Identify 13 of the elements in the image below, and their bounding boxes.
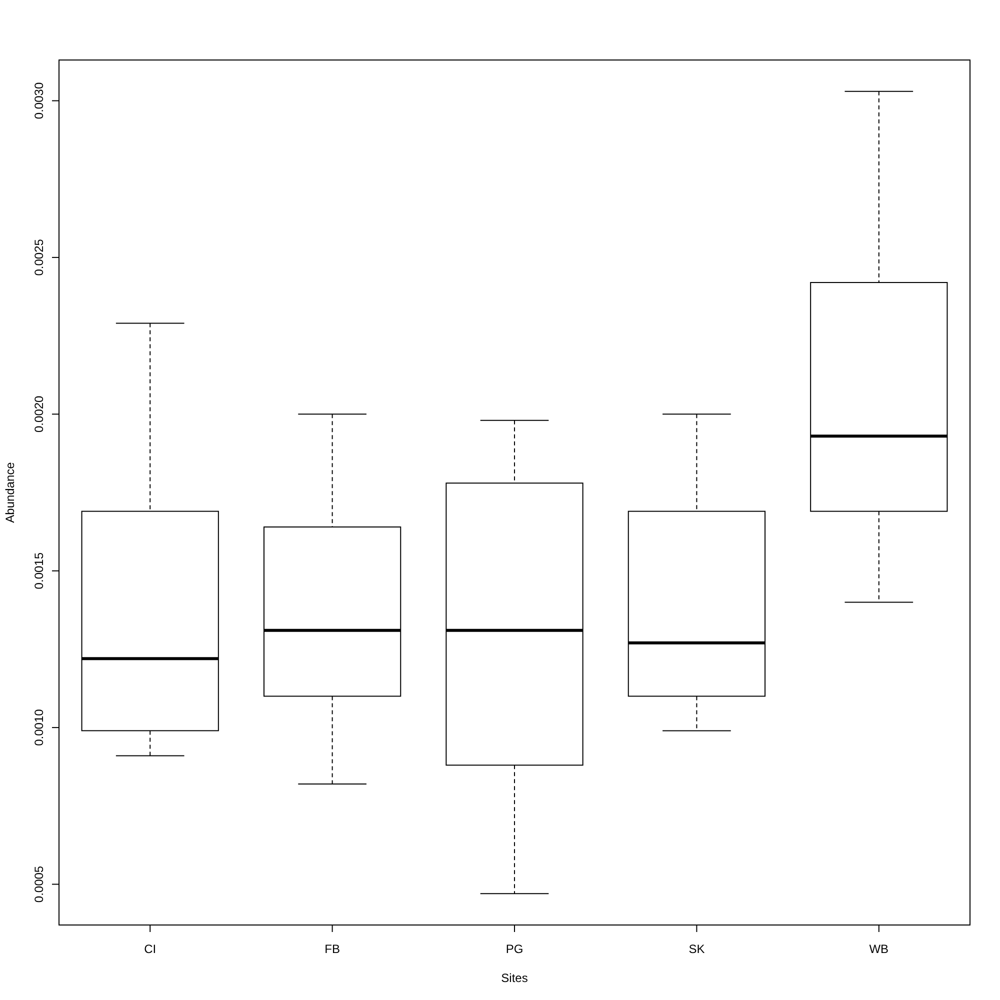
x-tick-label: PG <box>506 942 524 956</box>
x-tick-label: FB <box>324 942 340 956</box>
y-tick-label: 0.0025 <box>32 238 46 276</box>
y-axis-title: Abundance <box>3 462 17 523</box>
y-tick-label: 0.0020 <box>32 395 46 432</box>
x-tick-label: WB <box>869 942 889 956</box>
x-tick-label: SK <box>688 942 705 956</box>
y-tick-label: 0.0030 <box>32 82 46 120</box>
x-tick-label: CI <box>144 942 156 956</box>
y-tick-label: 0.0015 <box>32 552 46 590</box>
y-tick-label: 0.0005 <box>32 866 46 903</box>
y-tick-label: 0.0010 <box>32 708 46 746</box>
x-axis-title: Sites <box>501 971 528 985</box>
